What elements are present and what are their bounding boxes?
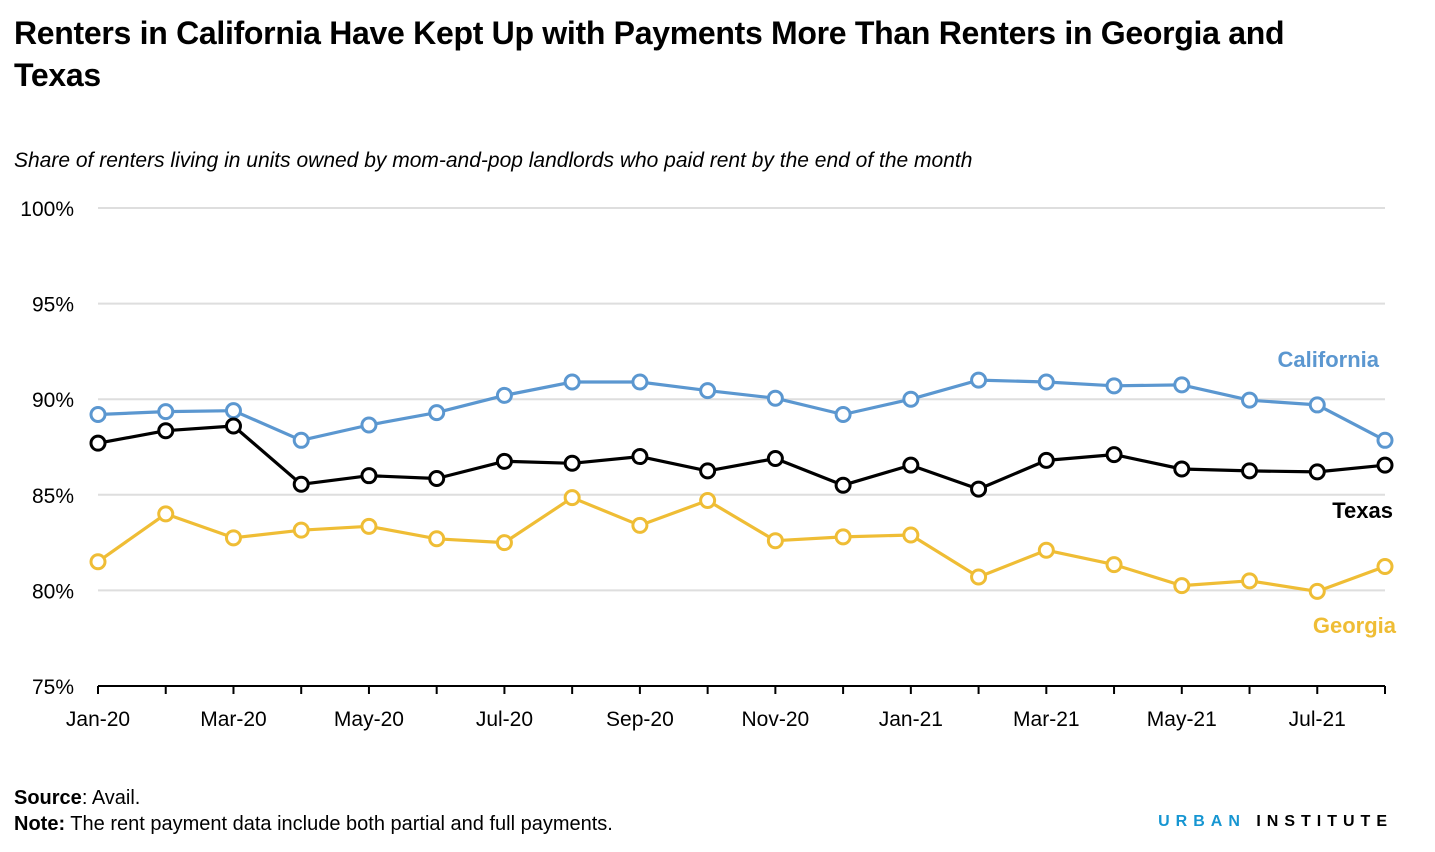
data-point-georgia — [224, 529, 242, 547]
data-point-texas — [1241, 462, 1259, 480]
chart-subtitle: Share of renters living in units owned b… — [14, 149, 973, 172]
source-text: : Avail. — [81, 787, 141, 809]
data-point-texas — [631, 448, 649, 466]
brand-institute: INSTITUTE — [1256, 813, 1393, 830]
data-point-california — [428, 404, 446, 422]
data-point-georgia — [1173, 577, 1191, 595]
data-point-california — [360, 416, 378, 434]
data-point-california — [157, 403, 175, 421]
footer-note: Note: The rent payment data include both… — [14, 811, 613, 837]
data-point-texas — [360, 467, 378, 485]
data-point-georgia — [631, 516, 649, 534]
data-point-texas — [89, 434, 107, 452]
data-point-california — [631, 373, 649, 391]
y-tick-label: 90% — [32, 389, 74, 412]
x-tick-label: Mar-21 — [1013, 708, 1080, 731]
x-tick-label: Jul-21 — [1289, 708, 1346, 731]
brand-urban: URBAN — [1158, 813, 1246, 830]
data-point-california — [1241, 391, 1259, 409]
data-point-texas — [970, 480, 988, 498]
series-label-georgia: Georgia — [1313, 613, 1397, 638]
data-point-texas — [1037, 451, 1055, 469]
data-point-georgia — [360, 517, 378, 535]
urban-institute-logo: URBAN INSTITUTE — [1158, 813, 1393, 831]
data-point-georgia — [1037, 541, 1055, 559]
data-point-georgia — [1376, 558, 1394, 575]
data-point-california — [766, 389, 784, 407]
x-tick-label: May-21 — [1147, 708, 1217, 731]
series-line-california — [97, 378, 1386, 442]
data-point-texas — [1173, 460, 1191, 478]
data-point-georgia — [157, 505, 175, 523]
data-point-california — [1037, 373, 1055, 391]
data-point-california — [902, 390, 920, 408]
data-point-georgia — [902, 526, 920, 544]
data-point-texas — [1376, 456, 1394, 474]
data-point-california — [1376, 431, 1394, 449]
note-text: The rent payment data include both parti… — [65, 813, 613, 835]
data-point-georgia — [89, 553, 107, 571]
y-tick-label: 100% — [20, 198, 74, 221]
data-point-texas — [292, 475, 310, 493]
data-point-texas — [834, 476, 852, 494]
data-point-texas — [157, 422, 175, 440]
data-point-texas — [224, 417, 242, 435]
data-point-georgia — [292, 521, 310, 539]
data-point-texas — [1308, 463, 1326, 481]
data-point-california — [89, 405, 107, 423]
data-point-texas — [563, 454, 581, 472]
data-point-california — [699, 382, 717, 400]
series-label-california: California — [1278, 347, 1380, 372]
y-tick-label: 95% — [32, 294, 74, 317]
data-point-texas — [902, 456, 920, 474]
data-point-georgia — [766, 532, 784, 550]
data-point-georgia — [428, 530, 446, 548]
data-point-california — [834, 405, 852, 423]
data-point-california — [1308, 396, 1326, 414]
data-point-georgia — [1241, 572, 1259, 590]
y-tick-label: 75% — [32, 676, 74, 699]
x-tick-label: Jan-20 — [66, 708, 130, 731]
x-tick-label: Sep-20 — [606, 708, 674, 731]
data-point-texas — [766, 449, 784, 467]
x-tick-label: Mar-20 — [200, 708, 267, 731]
x-tick-label: May-20 — [334, 708, 404, 731]
data-point-california — [224, 402, 242, 420]
data-point-california — [563, 373, 581, 391]
chart-title: Renters in California Have Kept Up with … — [14, 15, 1285, 93]
data-point-georgia — [834, 528, 852, 546]
data-point-georgia — [563, 489, 581, 507]
footer-source: Source: Avail. — [14, 785, 140, 811]
series-line-texas — [97, 424, 1386, 491]
data-point-texas — [1105, 446, 1123, 464]
series-line-georgia — [97, 496, 1386, 594]
y-tick-label: 85% — [32, 485, 74, 508]
data-point-california — [292, 431, 310, 449]
data-point-california — [495, 386, 513, 404]
data-point-texas — [495, 452, 513, 470]
data-point-california — [1105, 377, 1123, 395]
source-label: Source — [14, 787, 82, 809]
data-point-georgia — [970, 568, 988, 586]
data-point-georgia — [1105, 556, 1123, 574]
x-tick-label: Nov-20 — [742, 708, 810, 731]
data-point-california — [970, 371, 988, 389]
data-point-texas — [428, 470, 446, 488]
data-point-georgia — [699, 492, 717, 510]
data-point-georgia — [1308, 582, 1326, 600]
x-tick-label: Jan-21 — [879, 708, 943, 731]
data-point-california — [1173, 376, 1191, 394]
x-tick-label: Jul-20 — [476, 708, 533, 731]
data-point-georgia — [495, 534, 513, 552]
series-label-texas: Texas — [1332, 498, 1393, 523]
data-point-texas — [699, 462, 717, 480]
note-label: Note: — [14, 813, 66, 835]
y-tick-label: 80% — [32, 580, 74, 603]
